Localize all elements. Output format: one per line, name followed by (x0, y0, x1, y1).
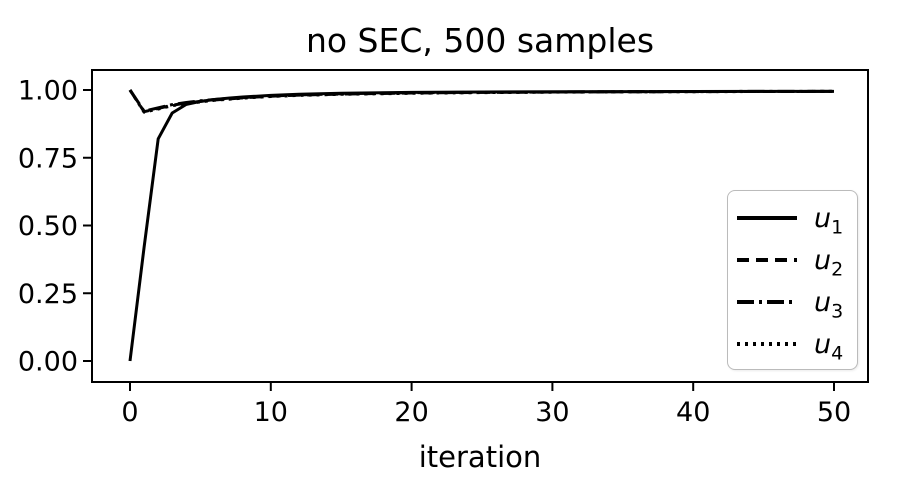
legend-item-u2: u2 (736, 239, 857, 281)
series-line-u4 (128, 89, 835, 114)
legend-item-u4: u4 (736, 323, 857, 365)
legend-label-u3: u3 (814, 286, 844, 322)
x-axis-tick-label: 10 (254, 397, 288, 428)
series-line-u3 (128, 89, 834, 113)
legend-item-u3: u3 (736, 281, 857, 323)
legend-line-sample-dashdot (737, 300, 797, 304)
chart-title: no SEC, 500 samples (305, 21, 655, 60)
legend-box: u1 u2 u3 u4 (727, 190, 858, 370)
y-axis-tick-label: 0.75 (18, 143, 78, 174)
y-axis-tick-label: 1.00 (18, 76, 78, 107)
y-axis-tick-label: 0.00 (18, 347, 78, 378)
x-axis-tick-label: 40 (676, 397, 710, 428)
x-axis-tick-label: 0 (121, 397, 138, 428)
legend-line-sample-dotted (737, 342, 797, 346)
x-axis-tick-label: 50 (817, 397, 851, 428)
x-axis-label: iteration (418, 440, 542, 474)
legend-item-u1: u1 (736, 197, 857, 239)
legend-line-sample-dashed (737, 258, 797, 262)
legend-label-u2: u2 (814, 244, 844, 280)
x-axis-tick-label: 30 (535, 397, 569, 428)
legend-line-sample-solid (737, 216, 797, 220)
legend-label-u4: u4 (814, 328, 844, 364)
y-axis-tick-label: 0.25 (18, 279, 78, 310)
x-axis-tick-label: 20 (394, 397, 428, 428)
legend-label-u1: u1 (814, 202, 844, 238)
y-axis-tick-label: 0.50 (18, 211, 78, 242)
